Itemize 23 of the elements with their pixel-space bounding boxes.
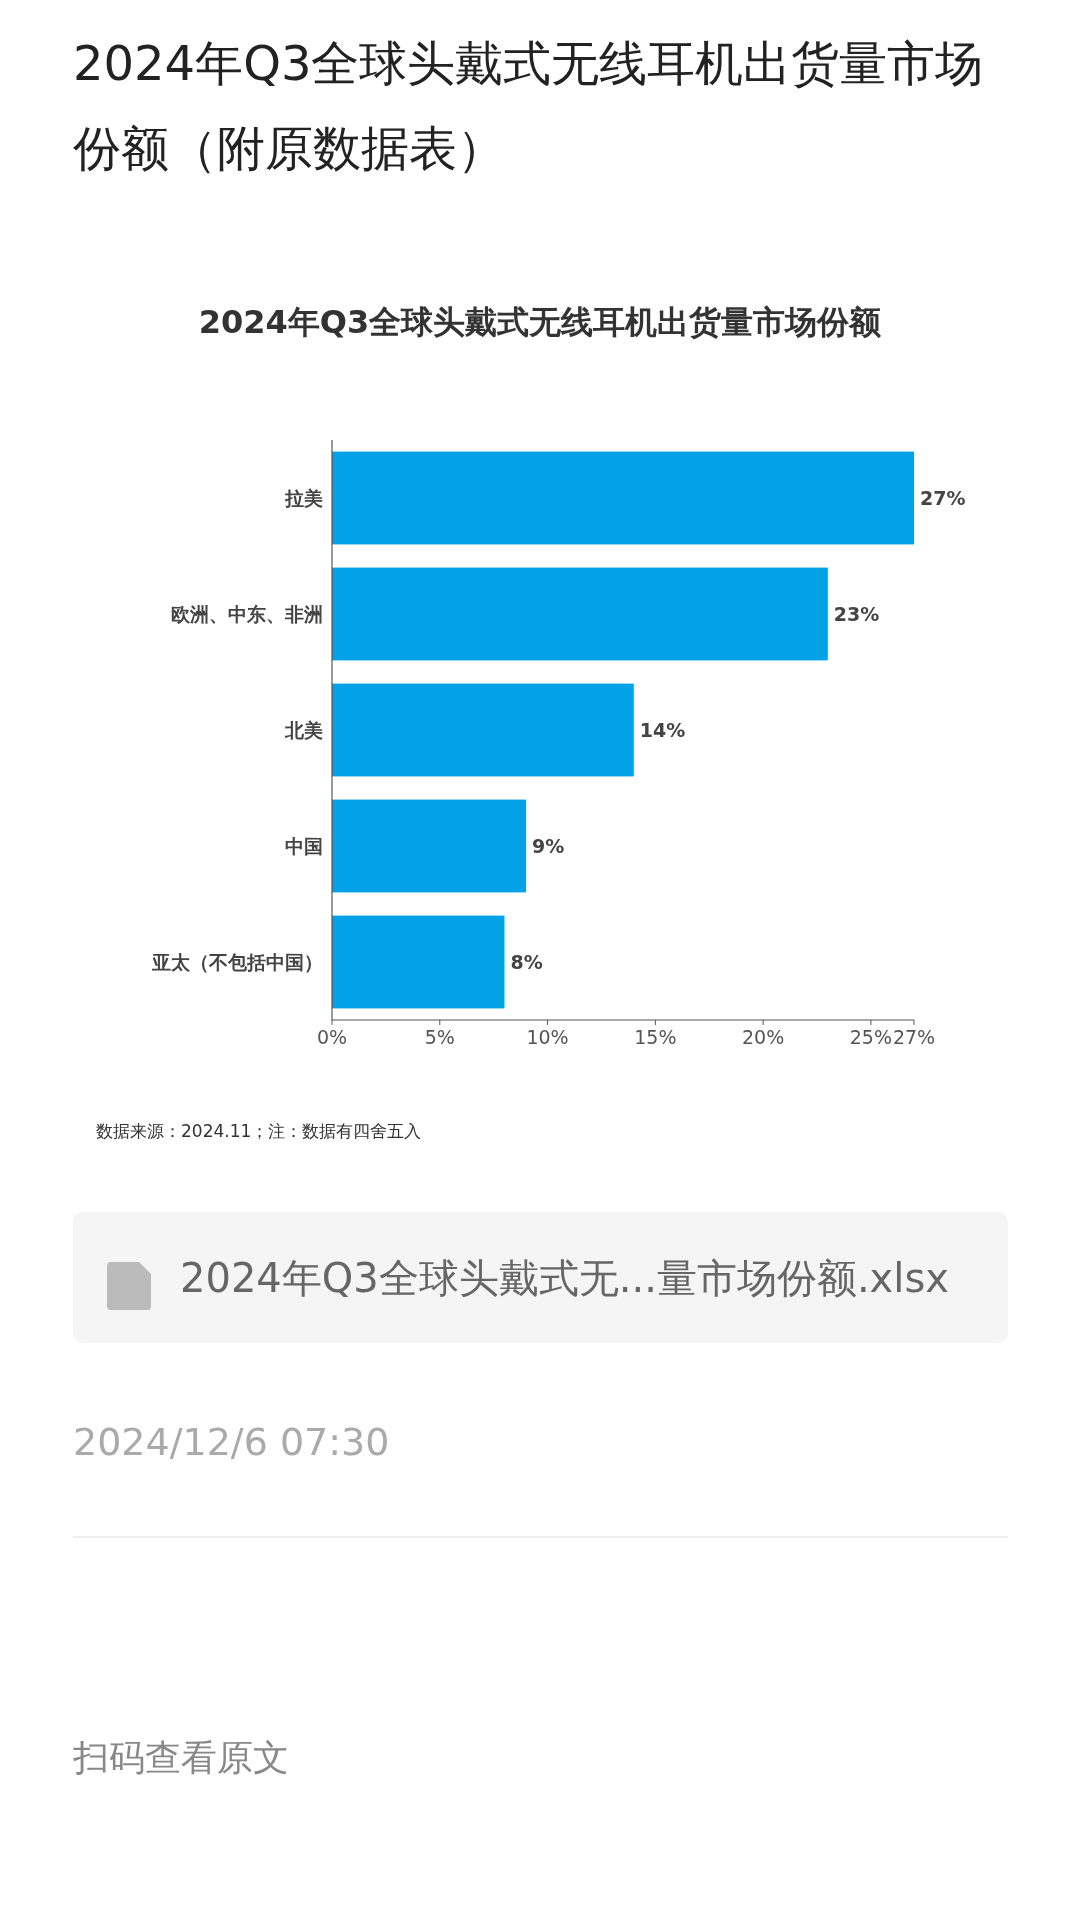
x-tick-label: 20% [741,1026,785,1048]
y-tick-label: 亚太（不包括中国） [151,951,323,973]
text: 扫码查看原文 [72,1737,289,1778]
text: 2024/12/6 07:30 [73,1420,390,1464]
source: 数据来源：2024.11；注：数据有四舍五入 [96,1121,422,1141]
x-tick-label: 10% [526,1026,569,1048]
data-label: 9% [532,835,565,857]
y-tick-label: 北美 [284,719,323,741]
x-tick-label: 25% [849,1026,893,1048]
text: 2024年Q3全球头戴式无...量市场份额.xlsx [180,1255,949,1301]
x-tick-label: 15% [634,1026,677,1048]
data-label: 14% [639,719,686,741]
x-tick-label: 27% [892,1026,936,1048]
y-tick-label: 欧洲、中东、非洲 [171,603,323,625]
y-tick-label: 中国 [285,835,323,857]
x-tick-label: 5% [424,1026,455,1048]
y-tick-label: 拉美 [284,487,323,509]
data-label: 23% [833,603,880,625]
data-label: 27% [920,487,966,509]
x-tick-label: 0% [316,1026,348,1048]
title: 2024年Q3全球头戴式无线耳机出货量市场 [73,35,984,91]
data-label: 8% [510,951,543,973]
subtitle: 2024年Q3全球头戴式无线耳机出货量市场份额 [198,303,882,341]
